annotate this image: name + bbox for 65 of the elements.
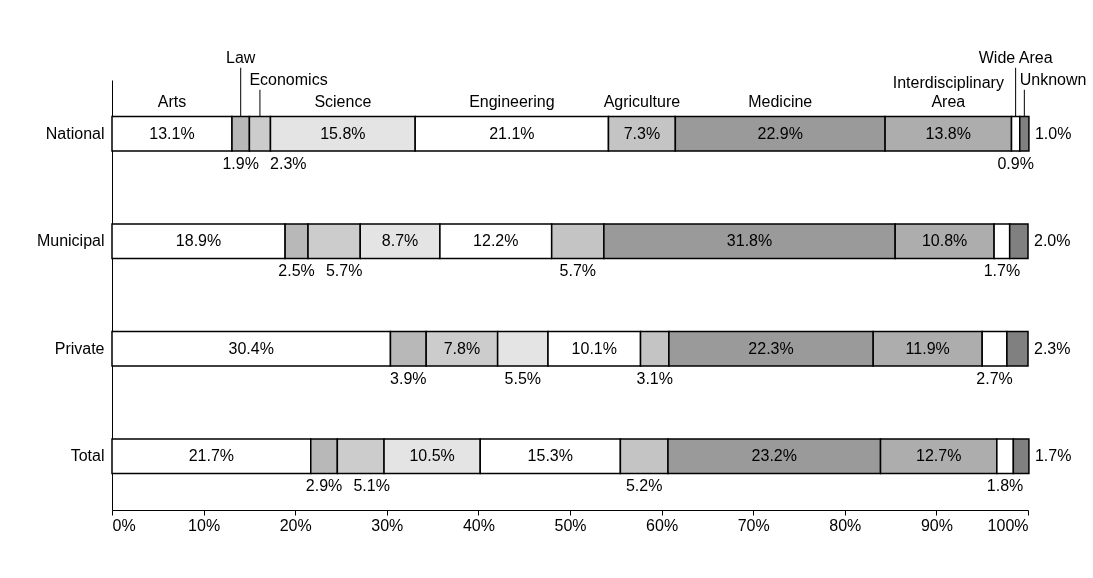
data-label: 2.0% [1034, 232, 1071, 250]
data-label: 3.1% [636, 369, 673, 387]
text: Wide Area [978, 48, 1053, 66]
data-label: 1.7% [983, 262, 1021, 280]
x-tick-label: 100% [987, 516, 1029, 534]
x-tick-label: 90% [920, 516, 953, 534]
data-label: 22.3% [748, 339, 794, 357]
data-label: 0.9% [997, 154, 1034, 172]
series-label: Unknown [1019, 70, 1087, 88]
data-label: 8.7% [381, 232, 419, 250]
y-tick-label: Total [70, 447, 105, 465]
x-tick-label: 30% [371, 516, 404, 534]
y-tick-label: Municipal [36, 232, 105, 250]
data-label: 23.2% [751, 447, 797, 465]
data-label: 2.5% [278, 262, 315, 280]
data-label: 1.0% [1034, 124, 1072, 142]
data-label: 5.7% [325, 262, 363, 280]
data-label: 11.9% [905, 339, 950, 357]
data-label: 5.2% [625, 477, 663, 495]
x-tick-label: 20% [279, 516, 312, 534]
x-tick-label: 60% [646, 516, 679, 534]
series-label: Engineering [469, 92, 555, 110]
data-label: 2.3% [1034, 339, 1071, 357]
data-label: 18.9% [175, 232, 222, 250]
series-label: Arts [157, 92, 187, 110]
text: Law [226, 48, 256, 66]
data-label: 13.8% [925, 124, 971, 142]
data-label: 1.9% [222, 154, 259, 172]
x-tick-label: 50% [554, 516, 587, 534]
data-label: 10.5% [409, 447, 455, 465]
data-label: 12.7% [916, 447, 962, 465]
x-tick-label: 70% [737, 516, 770, 534]
series-label: Medicine [748, 92, 813, 110]
data-label: 7.8% [443, 339, 481, 357]
data-label: 21.1% [489, 124, 535, 142]
x-tick-label: 80% [829, 516, 862, 534]
data-label: 30.4% [228, 339, 274, 357]
data-label: 2.3% [270, 154, 307, 172]
data-label: 13.1% [149, 124, 195, 142]
series-label: Science [314, 92, 372, 110]
series-label: Economics [249, 70, 328, 88]
x-tick-label: 10% [188, 516, 221, 534]
data-label: 15.3% [527, 447, 573, 465]
series-label: Agriculture [603, 92, 681, 110]
data-label: 7.3% [623, 124, 661, 142]
data-label: 3.9% [390, 369, 427, 387]
data-label: 12.2% [473, 232, 519, 250]
x-tick-label: 40% [462, 516, 495, 534]
data-label: 21.7% [188, 447, 235, 465]
data-label: 31.8% [726, 232, 773, 250]
data-label: 5.7% [559, 262, 597, 280]
data-label: 10.1% [571, 339, 617, 357]
series-label: Interdisciplinary Area [892, 73, 1004, 110]
y-tick-label: Private [54, 339, 105, 357]
data-label: 2.7% [976, 369, 1013, 387]
x-tick-label: 0% [112, 516, 136, 534]
data-label: 1.8% [986, 477, 1024, 495]
data-label: 22.9% [757, 124, 803, 142]
data-label: 5.1% [353, 477, 390, 495]
data-label: 10.8% [921, 232, 968, 250]
data-label: 15.8% [320, 124, 366, 142]
y-tick-label: National [45, 124, 105, 142]
data-label: 2.9% [305, 477, 343, 495]
data-label: 1.7% [1034, 447, 1072, 465]
data-label: 5.5% [504, 369, 542, 387]
